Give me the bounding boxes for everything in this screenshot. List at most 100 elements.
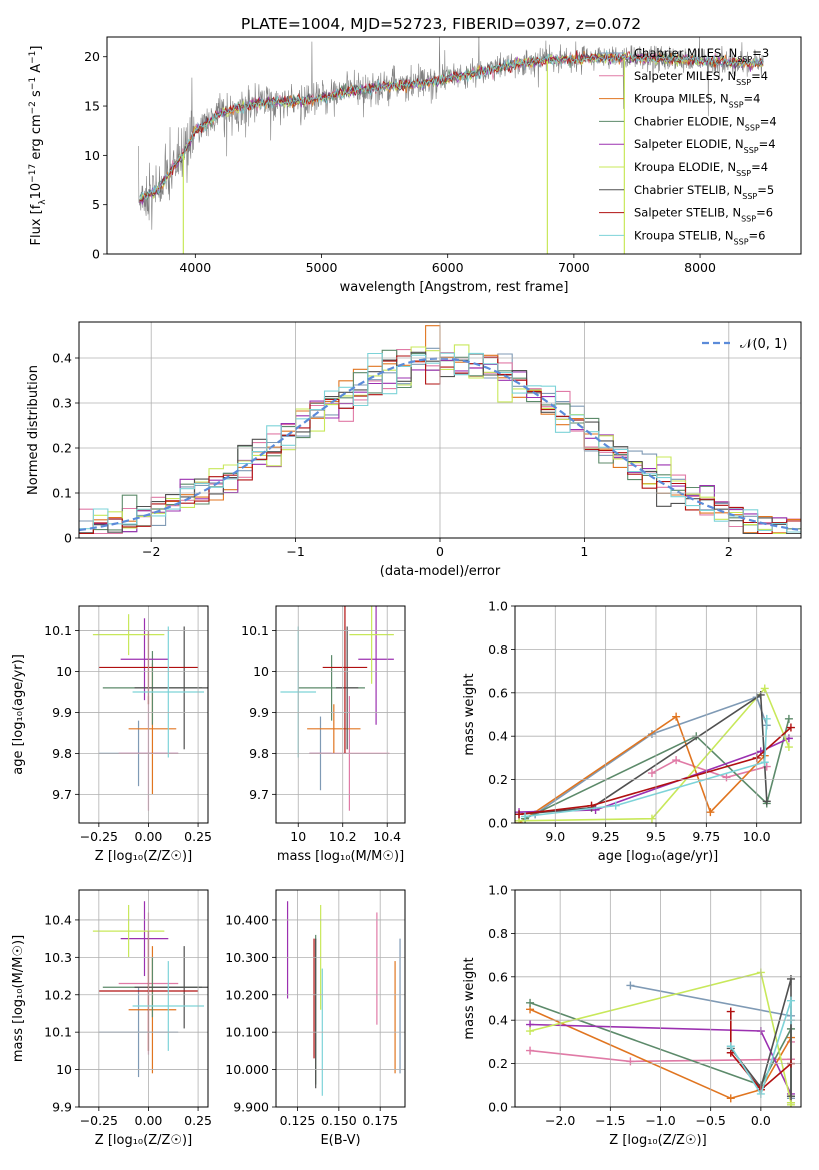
- x-tick-label: 9.25: [592, 829, 620, 844]
- axes-frame: [514, 889, 802, 1108]
- weight-point-marker: [726, 1094, 735, 1103]
- y-tick-label: 10: [56, 1062, 72, 1077]
- x-tick-label: 10.4: [373, 829, 401, 844]
- x-axis-label: mass [log₁₀(M/M☉)]: [277, 849, 404, 864]
- y-tick-label: 0.0: [488, 1100, 508, 1115]
- weight-point-marker: [611, 801, 620, 810]
- spectrum-panel: 4000 5000 6000 7000 8000 0 5 10 15 20 wavelength […: [28, 36, 802, 295]
- errorbar-point: [120, 901, 169, 977]
- y-tick-label: 0.1: [52, 486, 72, 501]
- x-axis-label: Z [log₁₀(Z/Z☉)]: [609, 1133, 706, 1148]
- legend-label: Salpeter STELIB, NSSP=6: [634, 206, 773, 224]
- plot-area: [515, 684, 795, 823]
- legend-label: Chabrier ELODIE, NSSP=4: [634, 114, 777, 131]
- y-tick-label: 10.2: [44, 987, 72, 1002]
- errorbar-point: [307, 704, 361, 754]
- weight-point-marker: [786, 723, 795, 732]
- plot-area: [526, 968, 795, 1107]
- x-tick-label: 8000: [684, 260, 716, 275]
- weight-point-marker: [762, 797, 771, 806]
- errorbar-point: [134, 626, 208, 750]
- x-tick-label: 10: [290, 829, 306, 844]
- x-tick-label: −0.5: [696, 1113, 726, 1128]
- y-axis-label: mass weight: [462, 673, 477, 755]
- weight-point-marker: [526, 1046, 535, 1055]
- x-axis-label: Z [log₁₀(Z/Z☉)]: [95, 1133, 192, 1148]
- legend-label: 𝒩(0, 1): [740, 337, 787, 352]
- y-tick-label: 10.400: [225, 912, 269, 927]
- weight-point-marker: [726, 1007, 735, 1016]
- y-tick-label: 10.000: [225, 1062, 269, 1077]
- y-tick-label: 10.1: [44, 623, 72, 638]
- weight-point-marker: [786, 1100, 795, 1107]
- errorbar-point: [358, 606, 394, 725]
- weight-point-marker: [756, 690, 765, 699]
- errorbar-point: [92, 614, 165, 656]
- errorbar-point: [349, 606, 394, 684]
- x-tick-label: −1: [286, 544, 304, 559]
- legend-label: Chabrier MILES, NSSP=3: [634, 46, 769, 64]
- y-tick-label: 9.8: [249, 746, 269, 761]
- weight-point-marker: [526, 1027, 535, 1036]
- x-tick-label: −1.5: [595, 1113, 625, 1128]
- weight-point-marker: [762, 714, 771, 723]
- errorbar-point: [132, 626, 205, 758]
- axes-frame: [275, 605, 406, 824]
- x-tick-label: −0.25: [80, 829, 118, 844]
- axes-frame: [78, 605, 209, 824]
- age-vs-Z-panel: −0.25 0.00 0.25 9.7 9.8 9.9 10 10.1 Z [log₁₀(Z/Z…: [11, 605, 212, 864]
- y-tick-label: 10: [253, 664, 269, 679]
- legend-label: Kroupa STELIB, NSSP=6: [634, 228, 765, 246]
- errorbar-point: [92, 904, 165, 958]
- y-tick-label: 0.4: [52, 351, 72, 366]
- y-tick-label: 10.4: [44, 912, 72, 927]
- y-tick-label: 10.3: [44, 950, 72, 965]
- axes-frame: [78, 321, 802, 539]
- y-tick-label: 0.2: [488, 772, 508, 787]
- weight-vs-Z-panel: −2.0 −1.5 −1.0 −0.5 0.0 0.0 0.2 0.4 0.6 0.8 1.0 Z […: [462, 883, 802, 1148]
- axes-frame: [106, 36, 802, 255]
- y-tick-label: 0.4: [488, 729, 508, 744]
- y-tick-label: 10.100: [225, 1025, 269, 1040]
- mass-vs-Z-panel: −0.25 0.00 0.25 9.9 10 10.1 10.2 10.3 10.4 Z [log…: [11, 889, 212, 1148]
- legend-label: Chabrier STELIB, NSSP=5: [634, 183, 774, 201]
- y-axis-label: Flux [fλ10−17 erg cm−2 s−1 A−1]: [28, 46, 48, 246]
- x-tick-label: 7000: [558, 260, 590, 275]
- weight-point-marker: [760, 758, 769, 767]
- weight-series-line: [730, 1000, 792, 1096]
- y-tick-label: 9.7: [249, 787, 269, 802]
- y-tick-label: 10.1: [44, 1025, 72, 1040]
- y-tick-label: 9.9: [52, 1100, 72, 1115]
- mass-vs-EBV-panel: 0.125 0.150 0.175 9.900 10.000 10.100 10.200 10…: [225, 889, 406, 1148]
- y-tick-label: 0: [64, 531, 72, 546]
- x-axis-label: wavelength [Angstrom, rest frame]: [340, 280, 569, 295]
- age-vs-mass-panel: 10 10.2 10.4 9.7 9.8 9.9 10 10.1 mass [log₁₀(M/M…: [241, 605, 406, 864]
- y-tick-label: 10.1: [241, 623, 269, 638]
- y-tick-label: 20: [84, 49, 100, 64]
- y-tick-label: 0.2: [52, 441, 72, 456]
- y-tick-label: 1.0: [488, 599, 508, 614]
- weight-point-marker: [526, 998, 535, 1007]
- x-tick-label: 10.2: [329, 829, 357, 844]
- x-tick-label: 0.00: [135, 1113, 163, 1128]
- y-tick-label: 10: [56, 664, 72, 679]
- legend-label: Kroupa ELODIE, NSSP=4: [634, 160, 768, 178]
- axes-frame: [514, 605, 802, 824]
- model-spectrum: [139, 50, 764, 202]
- weight-series-line: [730, 978, 792, 1097]
- y-tick-label: 0.6: [488, 969, 508, 984]
- x-tick-label: 9.0: [545, 829, 565, 844]
- plot-area: [286, 901, 401, 1096]
- weight-series-line: [525, 718, 768, 818]
- plot-area: [138, 37, 764, 254]
- x-tick-label: −0.25: [80, 1113, 118, 1128]
- weight-point-marker: [726, 1042, 735, 1051]
- weight-series-line: [524, 718, 790, 820]
- x-tick-label: 10.0: [743, 829, 771, 844]
- weight-point-marker: [784, 714, 793, 723]
- x-tick-label: 0: [436, 544, 444, 559]
- spectrum-legend: Chabrier MILES, NSSP=3 Salpeter MILES, NS…: [599, 46, 777, 246]
- weight-point-marker: [672, 712, 681, 721]
- weight-vs-age-panel: 9.0 9.25 9.5 9.75 10.0 0.0 0.2 0.4 0.6 0.8 1.0 age …: [462, 599, 802, 864]
